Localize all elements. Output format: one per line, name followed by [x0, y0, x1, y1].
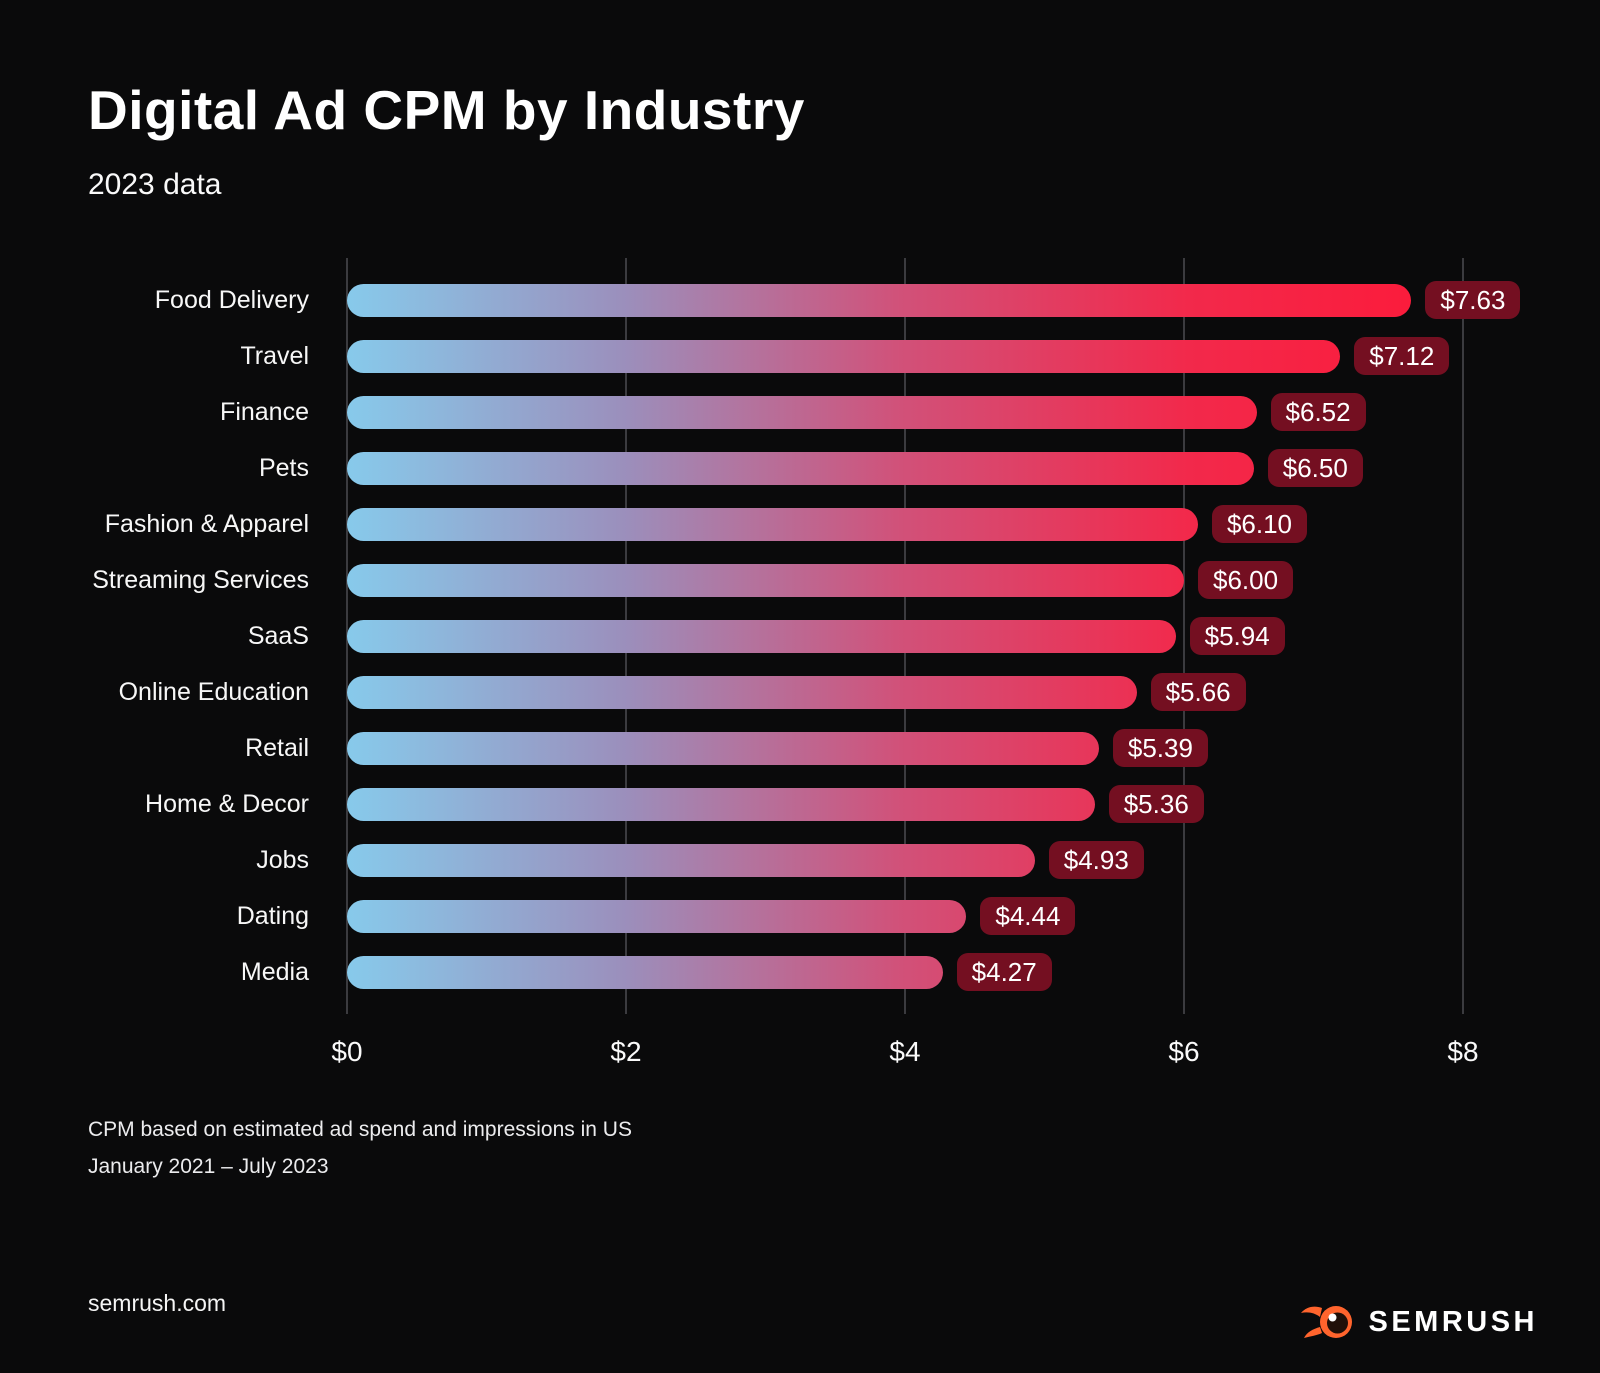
bar-media [347, 955, 943, 989]
gridline-6 [1183, 258, 1185, 1014]
value-badge: $6.10 [1211, 505, 1308, 543]
value-badge: $4.27 [956, 953, 1052, 991]
plot-cell: $6.52 [347, 393, 1600, 431]
bar-row: Food Delivery $7.63 [0, 272, 1600, 328]
bar-retail [347, 731, 1099, 765]
plot-cell: $5.39 [347, 729, 1600, 767]
bar-fashion-apparel [347, 507, 1198, 541]
brand-wordmark: SEMRUSH [1368, 1305, 1538, 1338]
page-subtitle: 2023 data [88, 168, 222, 201]
plot-cell: $5.94 [347, 617, 1600, 655]
value-badge: $4.44 [980, 897, 1076, 935]
plot-cell: $7.12 [347, 337, 1600, 375]
x-tick-label: $8 [1447, 1036, 1479, 1067]
value-badge: $6.52 [1270, 393, 1366, 431]
value-badge: $7.12 [1354, 337, 1450, 375]
category-label: Retail [245, 733, 309, 762]
category-label: Online Education [118, 677, 309, 706]
category-label: Home & Decor [145, 789, 309, 818]
x-tick-label: $2 [610, 1036, 642, 1067]
x-tick-label: $4 [889, 1036, 921, 1067]
plot-cell: $4.93 [347, 841, 1600, 879]
bar-row: Finance $6.52 [0, 384, 1600, 440]
category-label: Travel [240, 341, 309, 370]
category-label: Fashion & Apparel [104, 509, 309, 538]
bar-finance [347, 395, 1257, 429]
category-label: SaaS [247, 621, 309, 650]
bar-row: Travel $7.12 [0, 328, 1600, 384]
bar-row: Pets $6.50 [0, 440, 1600, 496]
bar-chart: Food Delivery $7.63 Travel $7.12 Finance $6.5… [0, 272, 1600, 1000]
value-badge: $5.39 [1112, 729, 1208, 767]
bar-saas [347, 619, 1176, 653]
bar-travel [347, 339, 1341, 373]
category-label: Pets [258, 453, 309, 482]
bar-home-decor [347, 787, 1095, 821]
value-badge: $5.94 [1189, 617, 1285, 655]
x-tick-label: $0 [331, 1036, 363, 1067]
category-label: Jobs [256, 845, 309, 874]
footnote-method: CPM based on estimated ad spend and impr… [88, 1118, 632, 1141]
bar-online-education [347, 675, 1137, 709]
bar-jobs [347, 843, 1035, 877]
bar-row: Jobs $4.93 [0, 832, 1600, 888]
bar-row: Online Education $5.66 [0, 664, 1600, 720]
bar-row: Media $4.27 [0, 944, 1600, 1000]
plot-cell: $4.44 [347, 897, 1600, 935]
plot-cell: $5.36 [347, 785, 1600, 823]
category-label: Streaming Services [92, 565, 309, 594]
plot-cell: $6.10 [347, 505, 1600, 543]
plot-cell: $6.00 [347, 561, 1600, 599]
footnote-daterange: January 2021 – July 2023 [88, 1155, 329, 1178]
brand-logo: SEMRUSH [1300, 1303, 1538, 1341]
value-badge: $4.93 [1048, 841, 1144, 879]
bar-food-delivery [347, 283, 1412, 317]
category-label: Media [240, 957, 309, 986]
page-title: Digital Ad CPM by Industry [88, 79, 805, 141]
bar-row: Streaming Services $6.00 [0, 552, 1600, 608]
semrush-fireball-icon [1300, 1303, 1356, 1341]
bar-row: Retail $5.39 [0, 720, 1600, 776]
value-badge: $5.66 [1150, 673, 1246, 711]
category-label: Dating [236, 901, 309, 930]
bar-row: Dating $4.44 [0, 888, 1600, 944]
value-badge: $6.50 [1267, 449, 1363, 487]
bar-row: Fashion & Apparel $6.10 [0, 496, 1600, 552]
bar-pets [347, 451, 1254, 485]
bar-row: SaaS $5.94 [0, 608, 1600, 664]
value-badge: $6.00 [1198, 561, 1294, 599]
x-tick-label: $6 [1168, 1036, 1200, 1067]
plot-cell: $7.63 [347, 281, 1600, 319]
value-badge: $7.63 [1425, 281, 1521, 319]
gridline-8 [1462, 258, 1464, 1014]
x-axis: $0 $2 $4 $6 $8 [331, 1036, 1478, 1076]
plot-cell: $5.66 [347, 673, 1600, 711]
website-link[interactable]: semrush.com [88, 1290, 227, 1316]
bar-streaming-services [347, 563, 1184, 597]
category-label: Food Delivery [154, 285, 309, 314]
plot-cell: $6.50 [347, 449, 1600, 487]
bar-row: Home & Decor $5.36 [0, 776, 1600, 832]
bar-dating [347, 899, 967, 933]
plot-cell: $4.27 [347, 953, 1600, 991]
value-badge: $5.36 [1108, 785, 1204, 823]
category-label: Finance [220, 397, 309, 426]
